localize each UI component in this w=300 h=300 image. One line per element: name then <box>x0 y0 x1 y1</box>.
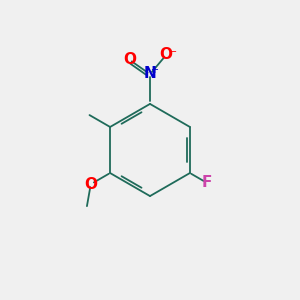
Text: −: − <box>169 47 177 57</box>
Text: O: O <box>160 47 173 62</box>
Text: +: + <box>150 65 158 75</box>
Text: O: O <box>123 52 136 67</box>
Text: F: F <box>201 175 212 190</box>
Text: N: N <box>144 66 156 81</box>
Text: O: O <box>84 177 97 192</box>
